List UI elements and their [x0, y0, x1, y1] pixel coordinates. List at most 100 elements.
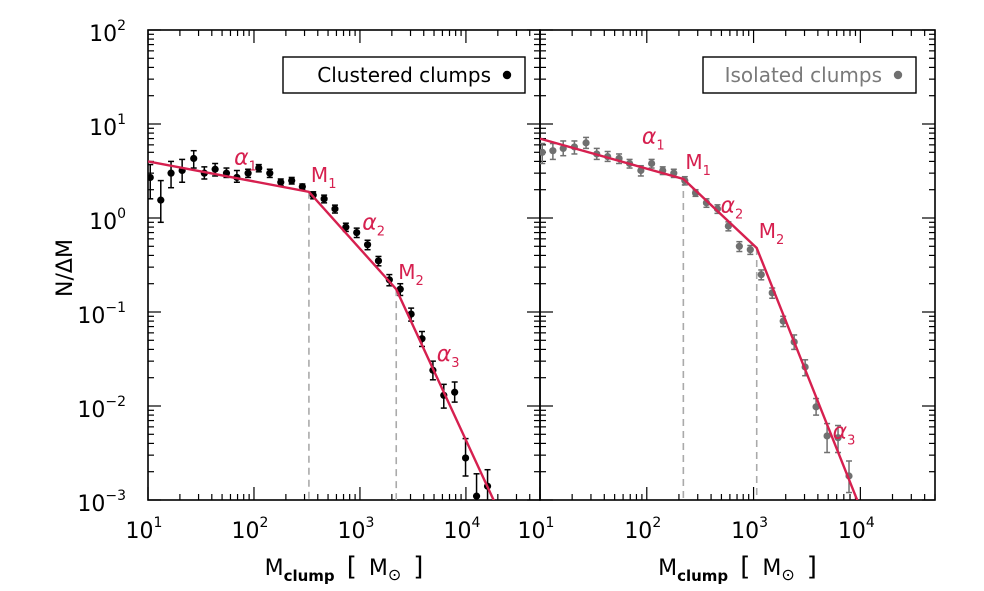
data-point: [757, 269, 765, 281]
data-marker: [288, 176, 296, 185]
slope-label: α3: [437, 342, 460, 371]
data-point: [233, 169, 241, 184]
data-point: [331, 204, 339, 214]
data-marker: [277, 178, 285, 186]
data-point: [559, 140, 567, 157]
x-tick-label: 104: [838, 515, 875, 544]
y-tick-label: 100: [89, 206, 126, 235]
legend-marker: [502, 70, 512, 80]
data-point: [396, 282, 404, 297]
data-point: [746, 244, 754, 256]
data-marker: [451, 388, 459, 396]
y-tick-label: 101: [89, 112, 126, 141]
data-marker: [167, 169, 175, 177]
data-point: [190, 149, 198, 169]
data-point: [178, 158, 186, 184]
plot-area: [148, 149, 495, 500]
data-marker: [823, 432, 831, 440]
legend: Isolated clumps: [702, 56, 917, 94]
data-point: [472, 473, 481, 500]
data-point: [582, 136, 590, 150]
data-marker: [582, 139, 590, 147]
legend-marker: [893, 70, 903, 80]
data-point: [451, 381, 459, 403]
slope-label: α1: [234, 146, 257, 175]
data-point: [148, 163, 154, 200]
data-marker: [363, 241, 372, 249]
break-label: M1: [685, 150, 711, 179]
plot-area: [540, 136, 859, 500]
slope-label: α3: [833, 420, 856, 449]
data-marker: [190, 154, 198, 163]
y-tick-label: 102: [89, 18, 126, 47]
x-tick-label: 101: [126, 515, 163, 544]
data-marker: [746, 246, 754, 254]
y-axis-label: N/ΔM: [53, 239, 78, 297]
x-tick-label: 102: [624, 515, 661, 544]
data-marker: [648, 159, 656, 168]
data-marker: [812, 403, 820, 411]
data-marker: [157, 196, 165, 204]
slope-label: α1: [642, 125, 665, 154]
data-point: [374, 255, 383, 267]
data-point: [288, 176, 296, 185]
legend-label: Isolated clumps: [725, 63, 882, 87]
y-tick-label: 10−2: [77, 394, 126, 423]
data-point: [320, 194, 328, 204]
data-marker: [396, 285, 404, 293]
legend-box: [282, 56, 526, 94]
data-marker: [331, 205, 339, 213]
slope-label: α2: [720, 193, 743, 222]
y-tick-label: 10−3: [77, 488, 126, 517]
data-marker: [266, 169, 274, 177]
x-axis-title: Mclump[M⊙]: [265, 552, 424, 585]
data-marker: [461, 454, 470, 462]
data-point: [834, 424, 842, 454]
data-point: [266, 168, 274, 179]
data-point: [255, 163, 263, 173]
x-tick-label: 103: [337, 515, 374, 544]
data-marker: [540, 148, 546, 156]
y-axis-title: N/ΔM: [53, 239, 78, 297]
break-label: M1: [311, 163, 337, 192]
data-marker: [472, 492, 481, 500]
x-axis-title: Mclump[M⊙]: [658, 552, 817, 585]
data-marker: [834, 434, 842, 442]
legend-box: [702, 56, 917, 94]
data-point: [277, 178, 285, 187]
x-tick-label: 103: [731, 515, 768, 544]
x-tick-label: 102: [232, 515, 269, 544]
data-point: [157, 179, 165, 224]
panel-left: 101 102 103 104 102 101 100 10−1 10−2 10−3 Mclump[…: [77, 18, 541, 585]
data-marker: [735, 242, 743, 250]
data-marker: [320, 195, 328, 203]
plot-frame: [147, 29, 541, 501]
data-marker: [549, 147, 557, 155]
break-label: M2: [759, 219, 785, 248]
data-marker: [298, 183, 306, 191]
data-marker: [211, 165, 219, 173]
data-marker: [374, 257, 383, 265]
legend-label: Clustered clumps: [317, 63, 491, 87]
data-marker: [342, 223, 350, 231]
data-point: [549, 142, 557, 161]
data-point: [540, 142, 546, 165]
data-marker: [148, 173, 154, 182]
x-tick-label: 101: [518, 515, 555, 544]
data-marker: [255, 164, 263, 172]
data-point: [342, 222, 350, 233]
legend: Clustered clumps: [282, 56, 526, 94]
data-point: [211, 162, 219, 177]
data-marker: [353, 228, 361, 237]
data-point: [353, 227, 361, 239]
data-point: [823, 422, 831, 454]
x-tick-label: 104: [443, 515, 480, 544]
fit-line: [540, 137, 859, 500]
break-label: M2: [398, 260, 424, 289]
data-point: [648, 158, 656, 169]
data-point: [461, 437, 470, 477]
data-marker: [757, 270, 765, 279]
plot-frame: [539, 29, 936, 501]
slope-label: α2: [362, 211, 385, 240]
